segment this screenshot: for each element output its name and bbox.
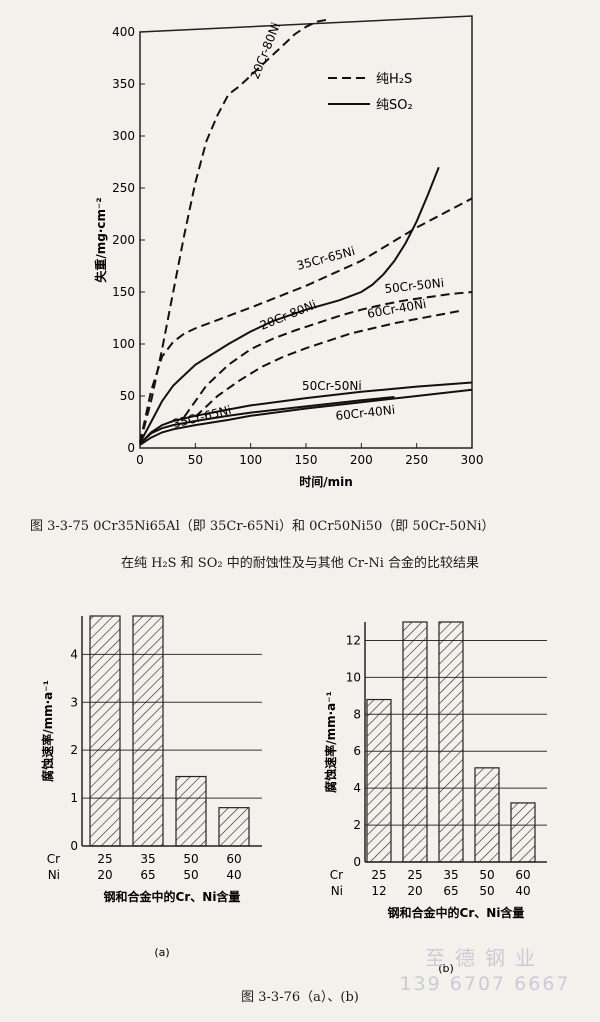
cr-value-label: 50 <box>479 868 494 882</box>
series-line-60cr-40ni-dashed <box>194 309 462 418</box>
cr-value-label: 25 <box>371 868 386 882</box>
y-tick-label: 0 <box>127 441 135 455</box>
y-tick-label: 300 <box>112 129 135 143</box>
y-tick-label: 150 <box>112 285 135 299</box>
figure-caption-3-3-75: 图 3-3-75 0Cr35Ni65Al（即 35Cr-65Ni）和 0Cr50… <box>30 519 495 534</box>
y-tick-label: 350 <box>112 77 135 91</box>
bar <box>510 802 536 863</box>
x-tick-label: 50 <box>188 453 203 467</box>
ni-value-label: 20 <box>407 884 422 898</box>
x-tick-label: 150 <box>295 453 318 467</box>
figure-caption-3-3-75-line2: 在纯 H₂S 和 SO₂ 中的耐蚀性及与其他 Cr-Ni 合金的比较结果 <box>120 556 480 571</box>
bar <box>366 698 392 863</box>
series-line-50cr-50ni-dashed <box>183 291 473 418</box>
cr-value-label: 35 <box>443 868 458 882</box>
series-line-20cr-80ni-dashed <box>139 18 329 444</box>
x-axis-label: 钢和合金中的Cr、Ni含量 <box>388 905 525 920</box>
ni-value-label: 12 <box>371 884 386 898</box>
x-axis-label: 钢和合金中的Cr、Ni含量 <box>104 889 241 904</box>
corrosion-rate-bar-chart-b: 0 2 4 6 8 10 12 25 12 25 20 35 65 50 50 60 40 Cr Ni 腐蚀速率/mm… <box>323 621 547 975</box>
y-tick-label: 200 <box>112 233 135 247</box>
cr-value-label: 35 <box>140 852 155 866</box>
curve-label-60cr-40ni-dashed: 60Cr-40Ni <box>366 297 427 321</box>
bar <box>132 615 164 847</box>
ni-value-label: 40 <box>226 868 241 882</box>
cr-value-label: 25 <box>97 852 112 866</box>
curve-label-35cr-65ni-dashed: 35Cr-65Ni <box>295 244 356 273</box>
cr-value-label: 60 <box>515 868 530 882</box>
bar <box>89 615 121 847</box>
curve-label-20cr-80ni-solid: 20Cr-80Ni <box>258 297 319 332</box>
panel-label: (b) <box>438 962 454 975</box>
cr-value-label: 60 <box>226 852 241 866</box>
bar <box>175 775 207 847</box>
y-tick-label: 12 <box>346 633 361 647</box>
y-axis-label: 腐蚀速率/mm·a⁻¹ <box>40 680 55 782</box>
legend-label-dashed: 纯H₂S <box>376 72 412 87</box>
watermark: 至德钢业 139 6707 6667 <box>375 942 595 995</box>
x-tick-label: 0 <box>136 453 144 467</box>
x-tick-label: 200 <box>350 453 373 467</box>
y-tick-label: 1 <box>70 791 78 805</box>
y-tick-label: 6 <box>353 744 361 758</box>
ni-value-label: 50 <box>183 868 198 882</box>
bar <box>474 767 500 863</box>
y-tick-label: 50 <box>120 389 135 403</box>
series-line-35cr-65ni-solid <box>139 396 395 445</box>
series-line-35cr-65ni-dashed <box>139 197 473 444</box>
row-label-cr: Cr <box>47 852 60 866</box>
watermark-phone: 139 6707 6667 <box>399 973 571 995</box>
series-line-20cr-80ni-solid <box>139 166 440 444</box>
curve-label-50cr-50ni-dashed: 50Cr-50Ni <box>384 276 445 296</box>
legend-label-solid: 纯SO₂ <box>376 98 413 113</box>
series-line-60cr-40ni-solid <box>139 388 473 446</box>
corrosion-rate-bar-chart-a: 0 1 2 3 4 25 20 35 65 50 50 60 40 Cr Ni 腐蚀速率/mm·a⁻¹ 钢和合金… <box>40 615 262 959</box>
row-label-cr: Cr <box>330 868 343 882</box>
corrosion-line-chart: 0 50 100 150 200 250 300 0 50 100 150 200 250 300 350 4… <box>93 15 484 489</box>
row-label-ni: Ni <box>331 884 343 898</box>
y-tick-label: 4 <box>353 781 361 795</box>
panel-label: (a) <box>154 946 169 959</box>
ni-value-label: 65 <box>140 868 155 882</box>
y-tick-label: 10 <box>346 670 361 684</box>
row-label-ni: Ni <box>48 868 60 882</box>
ni-value-label: 65 <box>443 884 458 898</box>
cr-value-label: 25 <box>407 868 422 882</box>
y-axis-label: 失重/mg·cm⁻² <box>93 197 108 282</box>
y-tick-label: 2 <box>70 743 78 757</box>
ni-value-label: 40 <box>515 884 530 898</box>
x-tick-label: 100 <box>239 453 262 467</box>
watermark-company: 至德钢业 <box>425 946 545 970</box>
series-line-50cr-50ni-solid <box>139 381 473 445</box>
y-tick-label: 2 <box>353 818 361 832</box>
x-tick-label: 300 <box>461 453 484 467</box>
bar <box>402 621 428 863</box>
ni-value-label: 50 <box>479 884 494 898</box>
curve-label-50cr-50ni-solid: 50Cr-50Ni <box>302 379 362 393</box>
curve-label-60cr-40ni-solid: 60Cr-40Ni <box>335 403 396 423</box>
bar <box>218 807 250 847</box>
ni-value-label: 20 <box>97 868 112 882</box>
bar <box>438 621 464 863</box>
x-axis-label: 时间/min <box>299 474 353 489</box>
y-tick-label: 100 <box>112 337 135 351</box>
figure-caption-3-3-76: 图 3-3-76（a）、(b) <box>241 990 359 1005</box>
y-tick-label: 3 <box>70 695 78 709</box>
y-tick-label: 400 <box>112 25 135 39</box>
y-tick-label: 0 <box>70 839 78 853</box>
y-tick-label: 250 <box>112 181 135 195</box>
y-tick-label: 8 <box>353 707 361 721</box>
y-tick-label: 4 <box>70 647 78 661</box>
y-axis-label: 腐蚀速率/mm·a⁻¹ <box>323 691 338 793</box>
x-tick-label: 250 <box>405 453 428 467</box>
y-tick-label: 0 <box>353 855 361 869</box>
curve-label-35cr-65ni-solid: 35Cr-65Ni <box>171 403 232 431</box>
cr-value-label: 50 <box>183 852 198 866</box>
